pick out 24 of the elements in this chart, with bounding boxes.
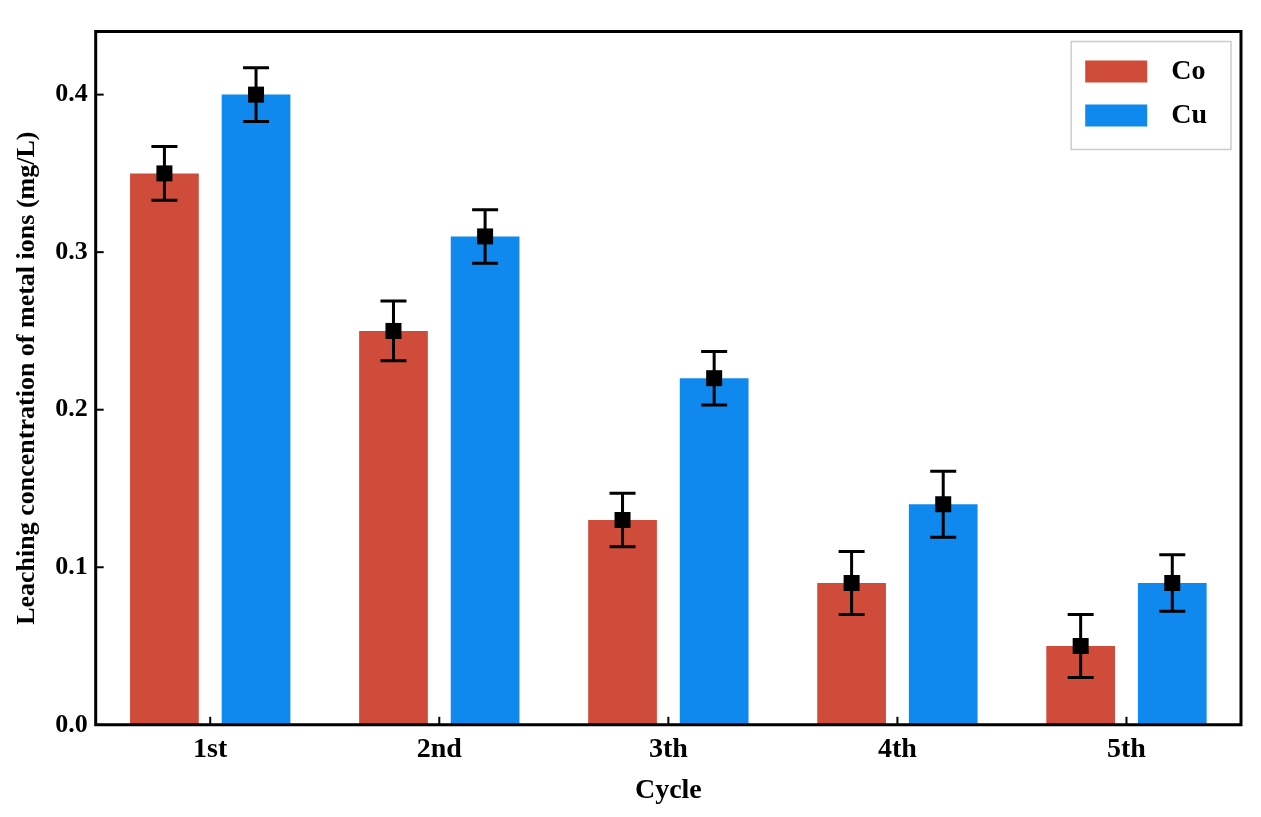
x-tick-label: 2nd [416,731,463,763]
y-tick-label: 0.3 [55,235,88,265]
bar [221,94,291,725]
y-axis-title: Leaching concentration of metal ions (mg/L) [11,131,41,625]
legend-label: Co [1171,53,1206,85]
y-tick-label: 0.1 [55,550,88,580]
y-tick-label: 0.4 [55,78,88,108]
bar [908,504,978,725]
bar [679,378,749,725]
x-tick-label: 4th [877,731,918,763]
legend-label: Cu [1171,97,1207,129]
x-axis-title: Cycle [634,773,702,805]
y-tick-label: 0.2 [55,393,88,423]
bar [1046,646,1116,725]
bar [1137,583,1207,725]
x-tick-label: 1st [193,731,229,763]
y-tick-label: 0.0 [55,708,88,738]
bar [130,173,199,725]
bar [359,330,428,725]
x-tick-label: 3th [648,731,689,763]
bar [817,583,886,725]
x-tick-label: 5th [1107,731,1147,763]
bar [588,519,657,725]
bar [450,236,520,725]
